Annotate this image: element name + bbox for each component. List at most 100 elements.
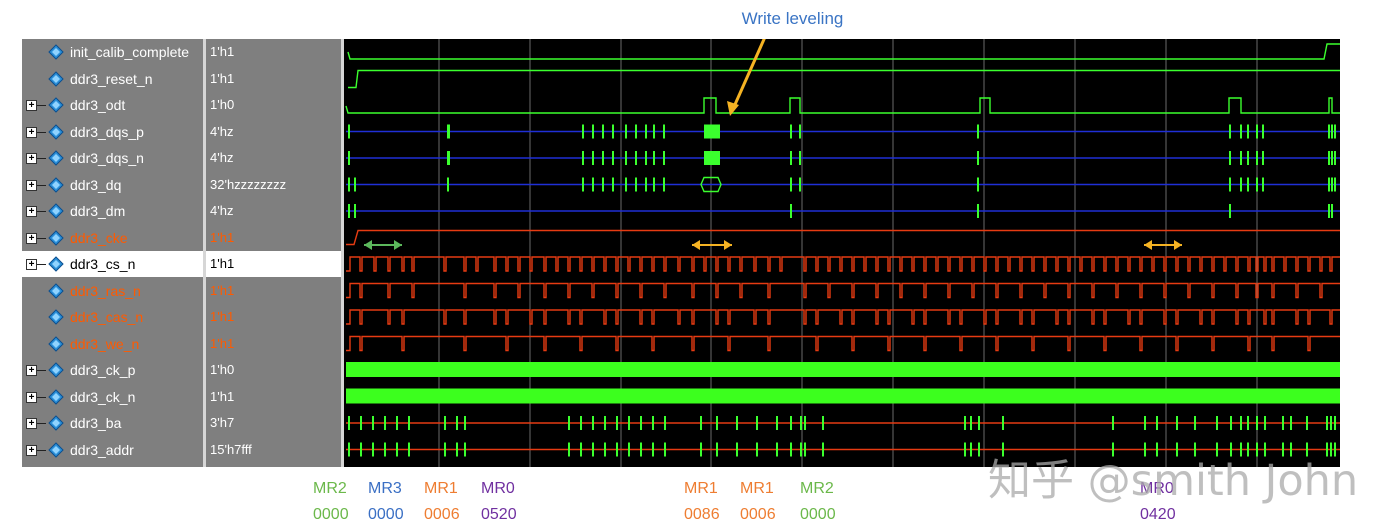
signal-value-ddr3_odt[interactable]: 1'h0 [206, 92, 341, 118]
wave-dq-transition [592, 177, 594, 192]
signal-value-ddr3_addr[interactable]: 15'h7fff [206, 437, 341, 463]
signal-value: 4'hz [210, 150, 234, 165]
wave-dqs-4-transition [1328, 151, 1330, 165]
column-divider[interactable] [203, 39, 206, 467]
mode-register-value: 0520 [481, 506, 517, 523]
signal-value-init_calib_complete[interactable]: 1'h1 [206, 39, 341, 65]
signal-name: ddr3_reset_n [70, 70, 153, 87]
wave-dq-transition [653, 177, 655, 192]
expand-icon[interactable] [26, 391, 37, 403]
wave-dqs-4-transition [1256, 151, 1258, 165]
signal-value-column: 1'h1 1'h1 1'h0 4'hz 4'hz 32'hzzzzzzzz 4'hz 1'h1… [206, 39, 341, 467]
wave-dqs-4-transition [448, 151, 450, 165]
signal-row-ddr3_ck_n[interactable]: ddr3_ck_n [22, 384, 203, 410]
signal-row-ddr3_cs_n[interactable]: ddr3_cs_n [22, 251, 203, 277]
signal-value-ddr3_dm[interactable]: 4'hz [206, 198, 341, 224]
mode-register-value: 0006 [424, 506, 460, 523]
wave-addr-transition [348, 442, 350, 457]
signal-row-ddr3_dqs_p[interactable]: ddr3_dqs_p [22, 119, 203, 145]
expand-icon[interactable] [26, 259, 37, 270]
wave-cas-n [346, 309, 1340, 325]
expand-icon[interactable] [26, 418, 37, 429]
wave-ba-transition [1176, 416, 1178, 430]
wave-dqs-3-transition [799, 124, 801, 139]
signal-row-ddr3_addr[interactable]: ddr3_addr [22, 437, 203, 463]
wave-dqs-4-transition [582, 151, 584, 165]
signal-value-ddr3_reset_n[interactable]: 1'h1 [206, 66, 341, 92]
expand-icon[interactable] [26, 232, 37, 244]
signal-row-ddr3_cas_n[interactable]: ddr3_cas_n [22, 304, 203, 330]
wave-we-n [346, 335, 1340, 352]
write-leveling-pointer-head [727, 101, 739, 116]
tree-line [37, 158, 46, 159]
signal-value-ddr3_cke[interactable]: 1'h1 [206, 225, 341, 251]
signal-row-ddr3_odt[interactable]: ddr3_odt [22, 92, 203, 118]
wave-ck-n [346, 388, 1340, 404]
signal-row-ddr3_dq[interactable]: ddr3_dq [22, 172, 203, 198]
wave-dqs-4-transition [1247, 151, 1249, 165]
signal-value-ddr3_cas_n[interactable]: 1'h1 [206, 304, 341, 330]
wave-dq-transition [1334, 177, 1336, 192]
signal-value: 1'h1 [210, 229, 235, 245]
signal-diamond-icon [48, 150, 64, 166]
wave-ba-transition [1144, 416, 1146, 430]
wave-dqs-3-transition [663, 124, 665, 139]
expand-icon[interactable] [26, 126, 37, 138]
signal-name: ddr3_we_n [70, 335, 140, 352]
signal-row-init_calib_complete[interactable]: init_calib_complete [22, 39, 203, 65]
mode-register-legend: MR2 0000 MR3 0000 MR1 0006 MR0 0520 MR1 0086 MR1 00… [0, 478, 1373, 532]
wave-addr-transition [1330, 442, 1332, 457]
signal-value-ddr3_cs_n[interactable]: 1'h1 [206, 251, 341, 277]
signal-row-ddr3_ba[interactable]: ddr3_ba [22, 410, 203, 436]
wave-ba-transition [1194, 416, 1196, 430]
tree-line [37, 211, 46, 212]
wave-dq-transition [1256, 177, 1258, 192]
signal-value-ddr3_ba[interactable]: 3'h7 [206, 410, 341, 436]
signal-value-ddr3_dqs_n[interactable]: 4'hz [206, 145, 341, 171]
waveform-viewer[interactable] [344, 39, 1340, 467]
wave-cs-n [346, 256, 1340, 272]
arrow-green-head [394, 240, 402, 250]
wave-ba-transition [1264, 416, 1266, 430]
wave-ba-transition [790, 416, 792, 430]
column-divider[interactable] [341, 39, 344, 467]
signal-value-ddr3_ck_n[interactable]: 1'h1 [206, 384, 341, 410]
wave-addr-transition [628, 442, 630, 457]
wave-addr-transition [1326, 442, 1328, 457]
wave-dm-transition [1331, 204, 1333, 218]
wave-dq-transition [1229, 177, 1231, 192]
wave-addr-transition [790, 442, 792, 457]
wave-ba-transition [804, 416, 806, 430]
wave-dq-transition [663, 177, 665, 192]
signal-row-ddr3_ck_p[interactable]: ddr3_ck_p [22, 357, 203, 383]
expand-icon[interactable] [26, 365, 37, 376]
signal-value: 1'h1 [210, 256, 235, 271]
signal-row-ddr3_reset_n[interactable]: ddr3_reset_n [22, 66, 203, 92]
wave-ba-transition [1247, 416, 1249, 430]
expand-icon[interactable] [26, 444, 37, 456]
wave-addr-transition [800, 442, 802, 457]
expand-icon[interactable] [26, 100, 37, 111]
signal-row-ddr3_dm[interactable]: ddr3_dm [22, 198, 203, 224]
wave-addr-transition [776, 442, 778, 457]
signal-value-ddr3_we_n[interactable]: 1'h1 [206, 331, 341, 357]
wave-ba-transition [444, 416, 446, 430]
signal-row-ddr3_dqs_n[interactable]: ddr3_dqs_n [22, 145, 203, 171]
wave-ba-transition [1216, 416, 1218, 430]
signal-value-ddr3_dq[interactable]: 32'hzzzzzzzz [206, 172, 341, 198]
expand-icon[interactable] [26, 179, 37, 191]
wave-dq-transition [612, 177, 614, 192]
signal-value-ddr3_ck_p[interactable]: 1'h0 [206, 357, 341, 383]
expand-icon[interactable] [26, 153, 37, 164]
signal-diamond-icon [48, 441, 64, 458]
wave-ba-transition [640, 416, 642, 430]
signal-value-ddr3_dqs_p[interactable]: 4'hz [206, 119, 341, 145]
wave-ba-transition [628, 416, 630, 430]
signal-row-ddr3_cke[interactable]: ddr3_cke [22, 225, 203, 251]
expand-icon[interactable] [26, 206, 37, 217]
signal-row-ddr3_ras_n[interactable]: ddr3_ras_n [22, 278, 203, 304]
signal-row-ddr3_we_n[interactable]: ddr3_we_n [22, 331, 203, 357]
signal-value-ddr3_ras_n[interactable]: 1'h1 [206, 278, 341, 304]
wave-dqs-3-transition [348, 124, 350, 139]
wave-ras-n [346, 282, 1340, 299]
